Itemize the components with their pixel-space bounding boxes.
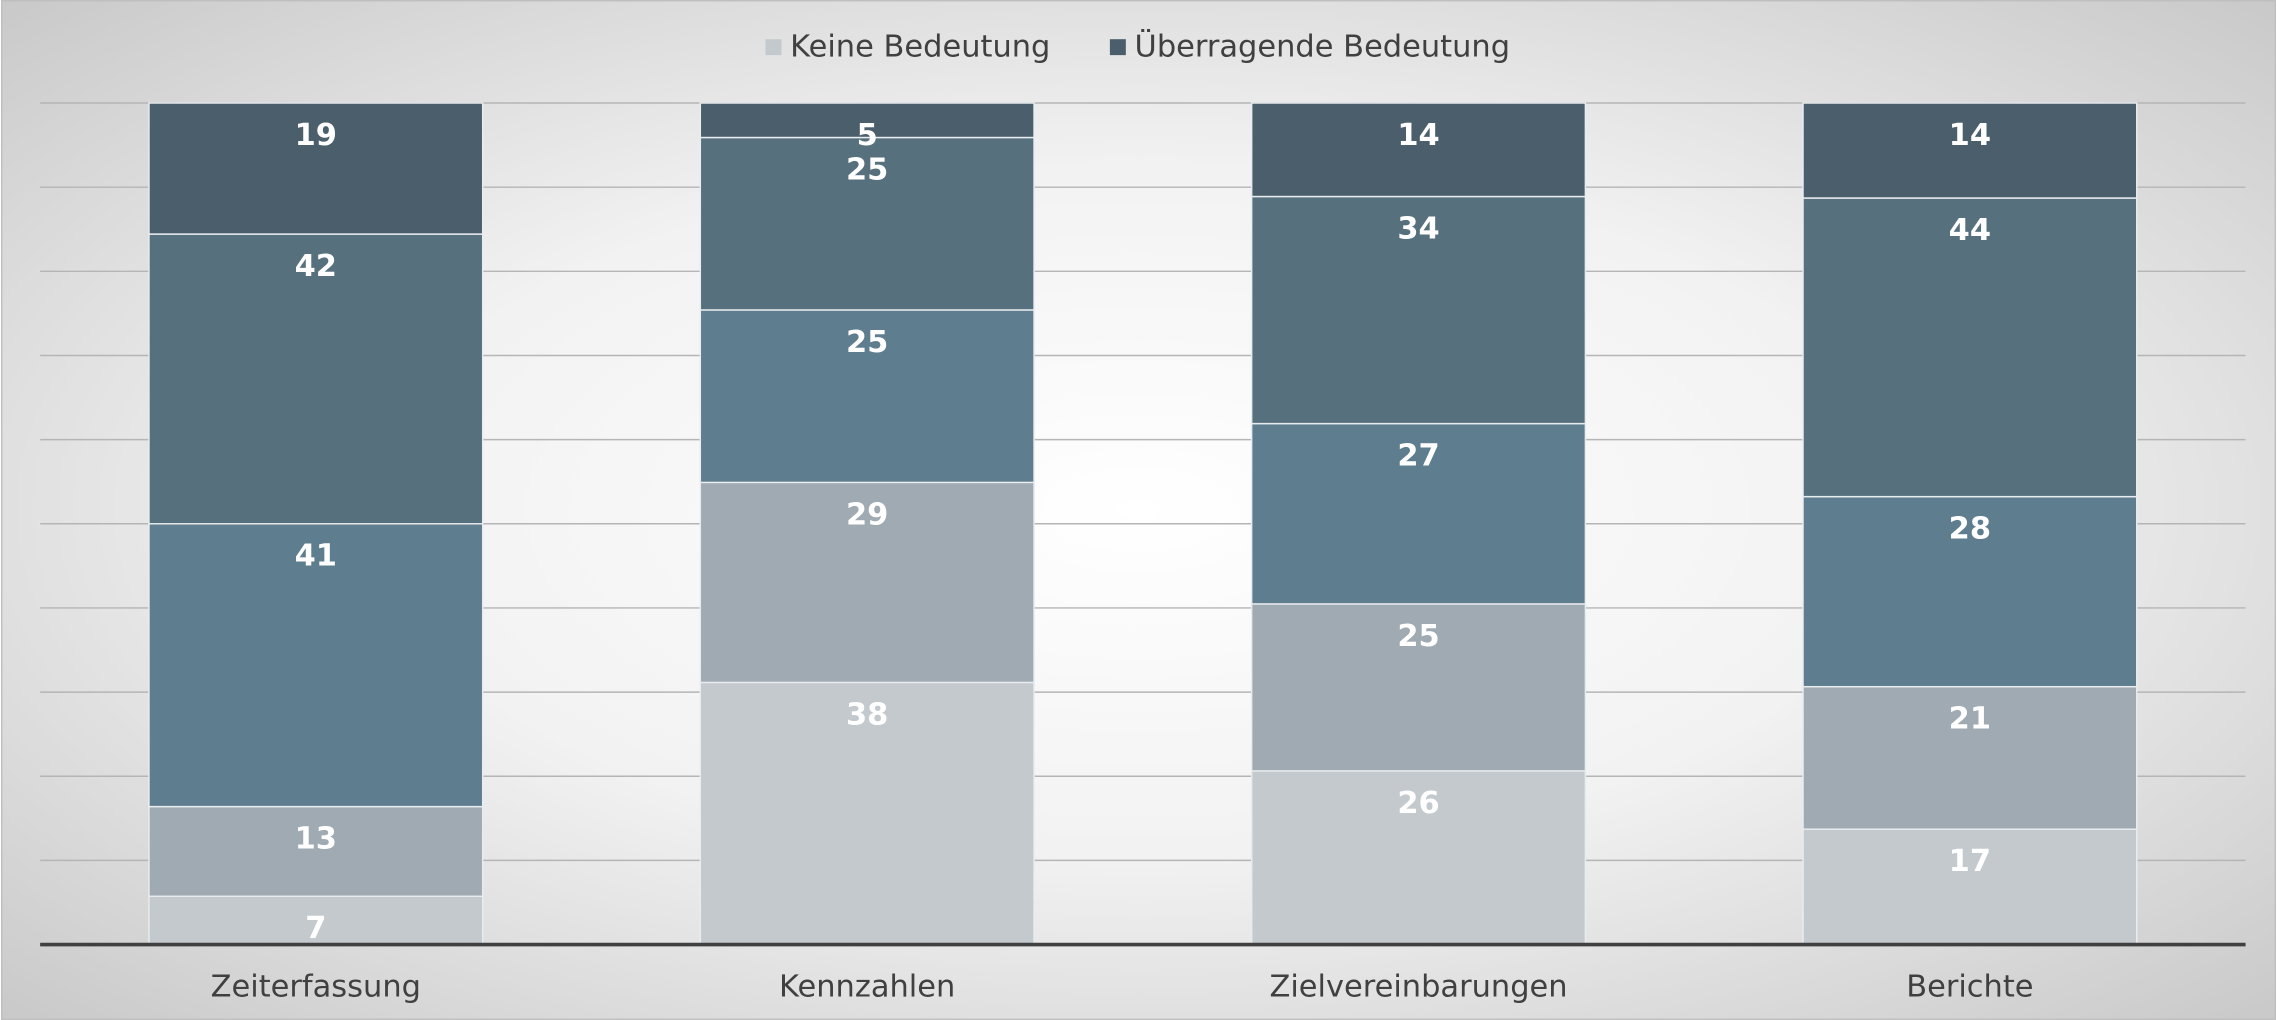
legend-label: Überragende Bedeutung [1135,28,1511,64]
data-label: 19 [295,118,337,153]
data-label: 25 [846,152,888,187]
bar-segment [1802,685,2138,830]
data-label: 25 [1397,619,1439,654]
data-label: 29 [846,497,888,532]
legend-label: Keine Bedeutung [790,29,1050,64]
x-tick-label: Kennzahlen [779,970,955,1005]
bar-segment [148,102,484,235]
legend-swatch [1109,39,1126,56]
data-label: 5 [857,118,878,153]
bar-segment [1250,195,1587,425]
data-label: 28 [1949,512,1991,547]
bar-segment [699,102,1035,139]
bar-segment [148,233,484,525]
x-tick-label: Berichte [1906,970,2033,1005]
bar-segment [1802,828,2138,946]
data-label: 25 [846,325,888,360]
data-label: 27 [1397,438,1439,473]
bar-segment [148,895,484,946]
data-label: 13 [295,821,337,856]
x-tick-label: Zeiterfassung [211,970,421,1005]
bar-segment [1250,770,1587,946]
bar-segment [148,805,484,897]
bar-segment [699,136,1035,311]
data-label: 42 [295,249,337,284]
data-label: 44 [1949,213,1991,248]
data-label: 41 [295,539,337,574]
data-label: 17 [1949,844,1991,879]
bar-segment [1802,197,2138,498]
data-label: 38 [846,697,888,732]
bar-segment [148,523,484,808]
data-label: 7 [305,911,326,946]
bar-segment [699,481,1035,684]
bar-segment [699,681,1035,946]
data-label: 34 [1397,211,1439,246]
data-label: 21 [1949,702,1991,737]
bar-segment [1802,495,2138,688]
bar-segment [1802,102,2138,199]
bar-segment [1250,102,1587,198]
data-label: 26 [1397,786,1439,821]
bar-segment [1250,422,1587,605]
data-label: 14 [1397,118,1439,153]
bar-segment [699,309,1035,484]
data-label: 14 [1949,118,1991,153]
x-tick-label: Zielvereinbarungen [1269,970,1567,1005]
legend: Keine Bedeutung Überragende Bedeutung [765,28,1510,64]
bars: 713414219Zeiterfassung382925255Kennzahle… [40,102,2246,1005]
legend-swatch [765,39,782,56]
